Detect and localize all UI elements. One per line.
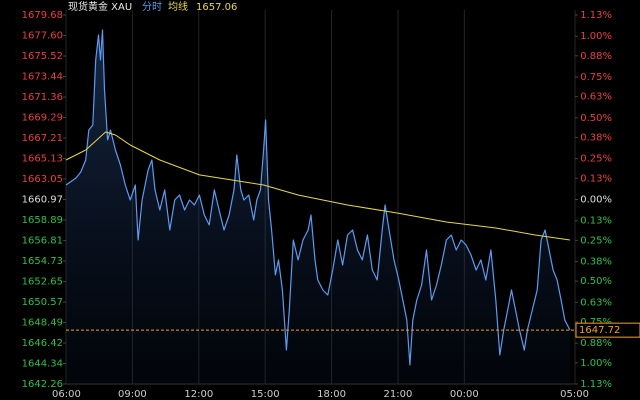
y-tick-label: 1673.44 [22, 72, 63, 83]
y-tick-label: 1667.21 [22, 133, 63, 144]
y2-tick-label: 0.75% [580, 72, 612, 83]
y-tick-label: 1644.34 [22, 358, 63, 369]
y2-tick-label: 0.38% [580, 257, 612, 268]
y2-tick-label: 0.00% [580, 195, 612, 206]
y-tick-label: 1658.89 [22, 215, 63, 226]
y2-tick-label: 1.13% [580, 379, 612, 390]
y-tick-label: 1654.73 [22, 256, 63, 267]
last-price-label: 1647.72 [579, 325, 620, 336]
last-price-box [575, 322, 640, 338]
y-tick-label: 1677.60 [22, 31, 63, 42]
y-tick-label: 1671.36 [22, 92, 63, 103]
avg-value: 1657.06 [196, 2, 237, 13]
legend-entry: 分时 [142, 1, 162, 13]
y-tick-label: 1669.29 [22, 112, 63, 123]
y2-tick-label: 0.38% [580, 132, 612, 143]
x-tick-label: 00:00 [450, 389, 479, 400]
x-tick-label: 05:00 [560, 389, 589, 400]
y2-tick-label: 0.88% [580, 338, 612, 349]
y-tick-label: 1660.97 [22, 195, 63, 206]
y2-tick-label: 0.25% [580, 154, 612, 165]
y2-tick-label: 0.88% [580, 51, 612, 62]
x-tick-label: 18:00 [317, 389, 346, 400]
y2-tick-label: 0.50% [580, 276, 612, 287]
y2-tick-label: 0.63% [580, 92, 612, 103]
y-tick-label: 1665.13 [22, 153, 63, 164]
x-tick-label: 15:00 [251, 389, 280, 400]
y-tick-label: 1650.57 [22, 297, 63, 308]
y2-tick-label: 0.25% [580, 235, 612, 246]
y2-tick-label: 1.00% [580, 358, 612, 369]
legend-entry: 均线 [168, 0, 188, 13]
price-line [65, 29, 571, 366]
y2-tick-label: 1.00% [580, 31, 612, 42]
y-tick-label: 1646.42 [22, 338, 63, 349]
x-tick-label: 12:00 [184, 389, 213, 400]
y-tick-label: 1652.65 [22, 277, 63, 288]
x-tick-label: 21:00 [384, 389, 413, 400]
area-fill [66, 30, 570, 384]
price-line [65, 131, 570, 241]
y-tick-label: 1663.05 [22, 174, 63, 185]
y-tick-label: 1675.52 [22, 51, 63, 62]
y2-tick-label: 0.63% [580, 297, 612, 308]
y2-tick-label: 0.13% [580, 173, 612, 184]
x-tick-label: 06:00 [52, 389, 81, 400]
y2-tick-label: 1.13% [580, 10, 612, 21]
y-tick-label: 1642.26 [22, 379, 63, 390]
y2-tick-label: 0.13% [580, 216, 612, 227]
y-tick-label: 1656.81 [22, 236, 63, 247]
chart-title: 现货黄金 XAU [68, 0, 132, 13]
y-tick-label: 1679.68 [22, 10, 63, 21]
y2-tick-label: 0.75% [580, 317, 612, 328]
x-tick-label: 09:00 [118, 389, 147, 400]
y-tick-label: 1648.49 [22, 318, 63, 329]
header: 现货黄金 XAU 分时 均线 1657.06 [68, 0, 237, 13]
y2-tick-label: 0.50% [580, 113, 612, 124]
